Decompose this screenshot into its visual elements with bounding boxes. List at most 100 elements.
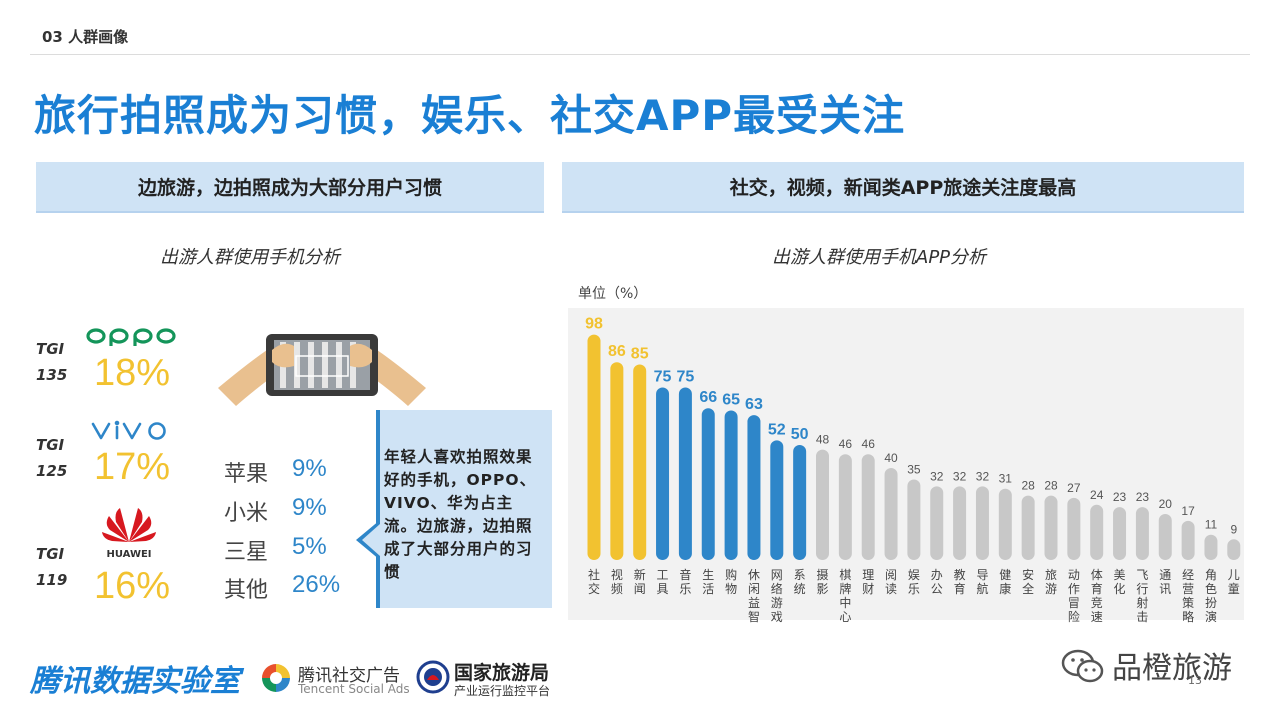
- svg-text:HUAWEI: HUAWEI: [106, 549, 151, 560]
- vivo-share: 17%: [94, 446, 171, 488]
- tencent-ads-name-en: Tencent Social Ads: [298, 682, 410, 696]
- cnta-logo-icon: [416, 660, 450, 694]
- category-label: 教育: [954, 567, 966, 596]
- data-label: 17: [1181, 504, 1195, 518]
- data-label: 28: [1044, 479, 1058, 493]
- data-label: 32: [930, 469, 944, 483]
- bar-休闲益智: [747, 415, 761, 560]
- oppo-share: 18%: [94, 352, 171, 394]
- data-label: 28: [1021, 479, 1035, 493]
- tgi-vivo: TGI 125: [36, 436, 68, 480]
- category-label: 系统: [794, 568, 806, 596]
- category-label: 办公: [931, 567, 943, 596]
- data-label: 52: [768, 421, 786, 438]
- data-label: 48: [816, 433, 830, 447]
- bar-社交: [587, 334, 601, 560]
- callout-box: [376, 410, 552, 608]
- bar-购物: [724, 410, 738, 560]
- bar-办公: [930, 486, 944, 560]
- category-label: 棋牌中心: [839, 568, 851, 624]
- bar-视频: [610, 362, 624, 560]
- data-label: 66: [699, 389, 717, 406]
- camera-phone-illustration: [218, 334, 426, 406]
- bar-棋牌中心: [838, 454, 852, 560]
- other-brand-name: 苹果: [224, 462, 269, 487]
- tencent-ads-name: 腾讯社交广告: [298, 666, 400, 686]
- data-label: 98: [585, 316, 603, 333]
- category-label: 旅游: [1045, 568, 1057, 596]
- page-number: 13: [1188, 674, 1202, 687]
- bar-工具: [656, 387, 670, 560]
- bar-儿童: [1227, 539, 1241, 560]
- category-label: 新闻: [634, 567, 646, 596]
- bar-角色扮演: [1204, 534, 1218, 560]
- section-label: 03 人群画像: [42, 28, 129, 46]
- bar-新闻: [633, 364, 647, 560]
- bar-教育: [953, 486, 967, 560]
- other-brand-name: 三星: [224, 540, 269, 565]
- data-label: 32: [976, 469, 990, 483]
- other-brand-name: 其他: [224, 578, 269, 603]
- category-label: 视频: [611, 567, 623, 596]
- footer-brand: 腾讯数据实验室: [30, 664, 240, 699]
- other-brand-share: 5%: [292, 533, 327, 560]
- category-label: 美化: [1114, 568, 1126, 596]
- bar-理财: [861, 454, 875, 560]
- data-label: 32: [953, 469, 967, 483]
- tgi-huawei: TGI 119: [36, 545, 68, 589]
- divider: [30, 54, 1250, 55]
- category-label: 飞行射击: [1136, 568, 1148, 624]
- other-brand-share: 9%: [292, 455, 327, 482]
- app-bar-chart: 98 社交 86 视频 85 新闻 75 工具 75 音乐 66 生活 65 购物 63 休闲益智 52 网络游戏…: [585, 316, 1241, 624]
- data-label: 27: [1067, 481, 1081, 495]
- other-brand-share: 9%: [292, 494, 327, 521]
- unit-label: 单位（%）: [578, 286, 648, 302]
- data-label: 86: [608, 343, 626, 360]
- data-label: 75: [654, 369, 672, 386]
- category-label: 音乐: [679, 567, 691, 596]
- category-label: 生活: [702, 568, 714, 596]
- data-label: 11: [1205, 518, 1218, 532]
- right-banner: 社交，视频，新闻类APP旅途关注度最高: [562, 162, 1244, 213]
- category-label: 休闲益智: [748, 568, 760, 624]
- data-label: 23: [1113, 490, 1127, 504]
- left-banner: 边旅游，边拍照成为大部分用户习惯: [36, 162, 544, 213]
- bar-通讯: [1158, 514, 1172, 560]
- category-label: 理财: [862, 568, 874, 596]
- phone-chart-title: 出游人群使用手机分析: [160, 247, 340, 268]
- data-label: 46: [862, 437, 876, 451]
- category-label: 通讯: [1159, 568, 1171, 596]
- category-label: 网络游戏: [771, 568, 783, 624]
- bar-旅游: [1044, 495, 1058, 560]
- data-label: 63: [745, 396, 763, 413]
- bar-经营策略: [1181, 520, 1195, 560]
- data-label: 65: [722, 392, 740, 409]
- category-label: 阅读: [885, 568, 897, 596]
- data-label: 50: [791, 426, 809, 443]
- bar-美化: [1113, 507, 1127, 560]
- bar-音乐: [678, 387, 692, 560]
- category-label: 娱乐: [908, 568, 920, 596]
- category-label: 摄影: [816, 567, 828, 596]
- category-label: 导航: [976, 568, 988, 596]
- category-label: 社交: [588, 567, 600, 596]
- bar-导航: [975, 486, 989, 560]
- data-label: 75: [677, 369, 695, 386]
- bar-系统: [793, 445, 807, 560]
- huawei-share: 16%: [94, 565, 171, 607]
- bar-飞行射击: [1135, 507, 1149, 560]
- bar-安全: [1021, 495, 1035, 560]
- data-label: 35: [907, 463, 921, 477]
- page-title: 旅行拍照成为习惯，娱乐、社交APP最受关注: [34, 91, 906, 140]
- other-brand-share: 26%: [292, 571, 341, 598]
- wechat-account-name: 品橙旅游: [1112, 651, 1232, 686]
- vivo-logo-icon: [91, 420, 166, 440]
- data-label: 40: [884, 451, 898, 465]
- category-label: 安全: [1022, 567, 1034, 596]
- bar-娱乐: [907, 479, 921, 560]
- category-label: 体育竞速: [1091, 568, 1103, 624]
- bar-体育竞速: [1090, 504, 1104, 560]
- bar-动作冒险: [1067, 497, 1081, 560]
- category-label: 经营策略: [1182, 568, 1194, 624]
- app-chart-title: 出游人群使用手机APP分析: [772, 247, 987, 268]
